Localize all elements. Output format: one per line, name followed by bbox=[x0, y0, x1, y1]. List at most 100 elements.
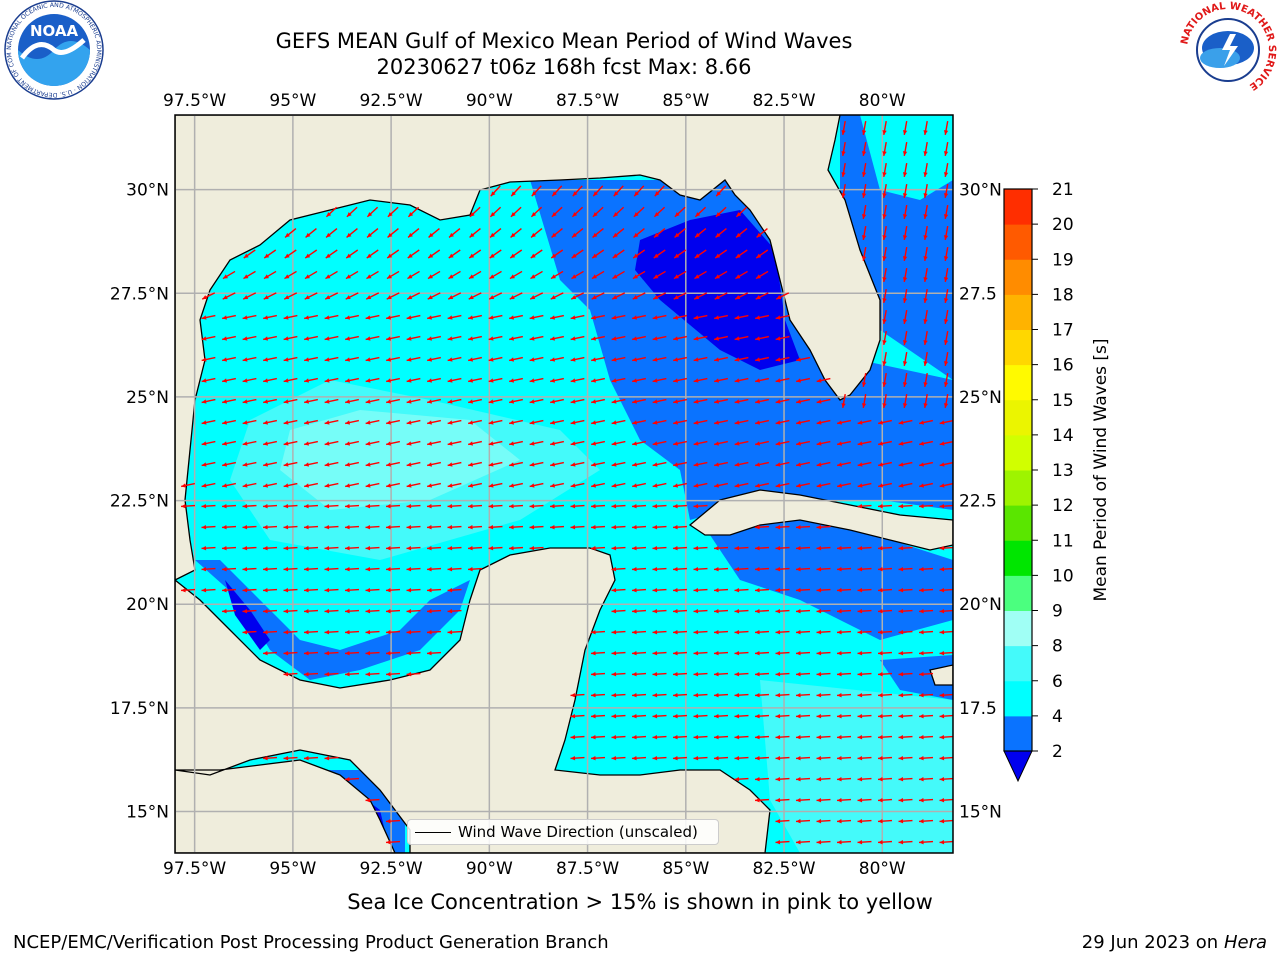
wind-wave-arrow bbox=[882, 246, 887, 262]
wind-wave-arrow bbox=[714, 249, 728, 259]
wind-wave-arrow bbox=[735, 270, 748, 280]
wind-wave-arrow bbox=[877, 777, 893, 782]
wind-wave-arrow bbox=[344, 588, 360, 593]
wind-wave-arrow bbox=[529, 377, 544, 383]
wind-wave-arrow bbox=[427, 292, 441, 300]
wind-wave-arrow bbox=[222, 377, 236, 383]
wind-wave-arrow bbox=[795, 651, 811, 656]
wind-wave-arrow bbox=[633, 228, 645, 238]
wind-wave-arrow bbox=[898, 651, 913, 656]
wind-wave-arrow bbox=[324, 419, 339, 425]
wind-wave-arrow bbox=[713, 756, 729, 761]
wind-wave-arrow bbox=[221, 504, 237, 509]
wind-wave-arrow bbox=[943, 183, 949, 199]
wind-wave-arrow bbox=[447, 525, 462, 530]
wind-wave-arrow bbox=[467, 546, 483, 551]
wind-wave-arrow bbox=[345, 249, 359, 259]
wind-wave-arrow bbox=[611, 377, 626, 383]
wind-wave-arrow bbox=[918, 798, 934, 803]
wind-wave-arrow bbox=[283, 609, 298, 614]
wind-wave-arrow bbox=[857, 651, 872, 656]
wind-wave-arrow bbox=[816, 567, 831, 572]
wind-wave-arrow bbox=[385, 525, 401, 530]
wind-wave-arrow bbox=[611, 567, 626, 572]
wind-wave-arrow bbox=[795, 756, 811, 761]
wind-wave-arrow bbox=[816, 398, 831, 404]
wind-wave-arrow bbox=[816, 482, 831, 488]
wind-wave-arrow bbox=[529, 335, 544, 341]
wind-wave-arrow bbox=[303, 588, 319, 593]
wind-wave-arrow bbox=[632, 461, 646, 467]
colorbar-tick: 17 bbox=[1052, 321, 1074, 341]
wind-wave-arrow bbox=[242, 440, 257, 446]
lon-tick-bottom: 90°W bbox=[466, 859, 513, 879]
wind-wave-arrow bbox=[652, 440, 667, 446]
wind-wave-arrow bbox=[713, 651, 729, 656]
wind-wave-arrow bbox=[324, 461, 339, 467]
wind-wave-arrow bbox=[631, 714, 647, 719]
noaa-logo-icon: NATIONAL OCEANIC AND ATMOSPHERIC ADMINIS… bbox=[4, 0, 104, 100]
wind-wave-arrow bbox=[939, 819, 953, 824]
wind-wave-arrow bbox=[939, 735, 953, 740]
wind-wave-arrow bbox=[795, 588, 811, 593]
wind-wave-arrow bbox=[509, 419, 523, 425]
wind-wave-arrow bbox=[754, 798, 770, 803]
wind-wave-arrow bbox=[551, 206, 563, 218]
wind-wave-arrow bbox=[632, 270, 646, 280]
wind-wave-arrow bbox=[713, 567, 729, 572]
wind-wave-arrow bbox=[836, 567, 852, 572]
wind-wave-arrow bbox=[468, 292, 482, 300]
wind-wave-arrow bbox=[653, 206, 666, 218]
wind-wave-arrow bbox=[611, 314, 626, 320]
wind-wave-arrow bbox=[693, 440, 708, 446]
wind-wave-arrow bbox=[754, 588, 770, 593]
sea-ice-note: Sea Ice Concentration > 15% is shown in … bbox=[347, 890, 933, 914]
wind-wave-arrow bbox=[877, 798, 893, 803]
wind-wave-arrow bbox=[923, 330, 928, 346]
wind-wave-arrow bbox=[652, 567, 667, 572]
wind-wave-arrow bbox=[592, 185, 604, 197]
wind-wave-arrow bbox=[509, 292, 523, 300]
wind-wave-arrow bbox=[304, 249, 318, 259]
wind-wave-arrow bbox=[841, 393, 846, 409]
wind-wave-arrow bbox=[529, 398, 544, 404]
wind-wave-arrow bbox=[365, 461, 380, 467]
wind-wave-arrow bbox=[836, 756, 852, 761]
wind-wave-arrow bbox=[611, 419, 626, 425]
wind-wave-arrow bbox=[837, 482, 851, 488]
wind-wave-arrow bbox=[734, 335, 749, 341]
wind-wave-arrow bbox=[467, 567, 483, 572]
wind-wave-arrow bbox=[654, 185, 665, 197]
wave-zone-lt2-campeche bbox=[225, 580, 270, 650]
wind-wave-arrow bbox=[283, 567, 298, 572]
wind-wave-arrow bbox=[902, 141, 908, 157]
wind-wave-arrow bbox=[861, 372, 867, 388]
wind-wave-arrow bbox=[918, 735, 934, 740]
wind-wave-arrow bbox=[775, 567, 790, 572]
wind-wave-arrow bbox=[242, 356, 257, 362]
wind-wave-arrow bbox=[673, 249, 687, 259]
wind-wave-arrow bbox=[509, 356, 523, 362]
wind-wave-arrow bbox=[386, 398, 400, 404]
wind-wave-arrow bbox=[283, 525, 298, 530]
wind-wave-arrow bbox=[943, 141, 949, 157]
wind-wave-arrow bbox=[693, 630, 708, 635]
wind-wave-arrow bbox=[631, 672, 647, 677]
wind-wave-arrow bbox=[939, 609, 953, 614]
wind-wave-arrow bbox=[673, 356, 687, 362]
wind-wave-arrow bbox=[324, 525, 339, 530]
wind-wave-arrow bbox=[365, 672, 380, 677]
wind-wave-arrow bbox=[714, 292, 728, 300]
wind-wave-arrow bbox=[468, 440, 482, 446]
wind-wave-arrow bbox=[694, 228, 707, 238]
wind-wave-arrow bbox=[939, 798, 953, 803]
wind-wave-arrow bbox=[324, 504, 339, 509]
wind-wave-arrow bbox=[590, 672, 606, 677]
wind-wave-arrow bbox=[427, 249, 441, 259]
wind-wave-arrow bbox=[877, 819, 893, 824]
wind-wave-arrow bbox=[693, 335, 708, 341]
wave-zone-4-6-atlantic bbox=[860, 115, 953, 200]
wind-wave-arrow bbox=[923, 141, 928, 157]
wind-wave-arrow bbox=[570, 525, 585, 530]
